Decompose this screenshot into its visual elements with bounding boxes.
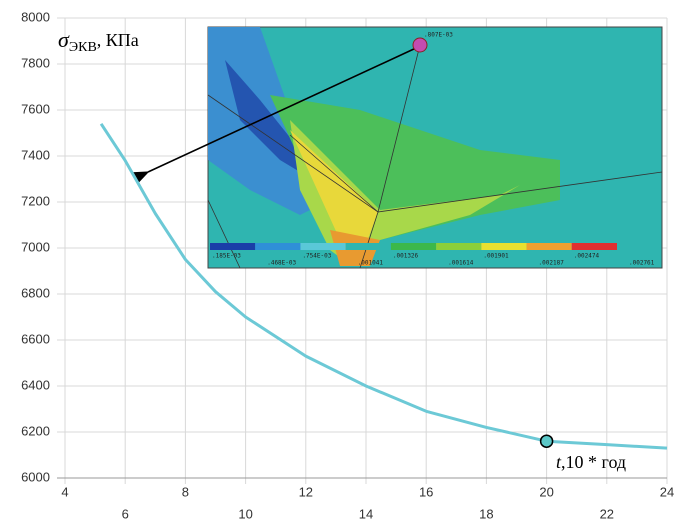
y-tick-label: 6800 (21, 285, 50, 300)
y-tick-label: 6600 (21, 331, 50, 346)
colorbar-label: .001901 (483, 253, 509, 260)
y-tick-label: 7600 (21, 101, 50, 116)
x-tick-label: 12 (299, 484, 313, 499)
y-tick-label: 8000 (21, 9, 50, 24)
y-tick-label: 6000 (21, 469, 50, 484)
y-axis-label: σЭКВ, КПа (58, 27, 139, 55)
x-tick-label: 20 (539, 484, 553, 499)
y-tick-label: 6400 (21, 377, 50, 392)
highlight-point (539, 434, 554, 448)
colorbar-label: .754E-03 (302, 253, 331, 260)
x-tick-label: 6 (122, 506, 129, 521)
colorbar-label: .001041 (358, 260, 384, 267)
x-tick-label: 14 (359, 506, 373, 521)
colorbar-label: .185E-03 (212, 253, 241, 260)
colorbar-label: .468E-03 (267, 260, 296, 267)
colorbar-label: .001326 (393, 253, 419, 260)
y-tick-label: 6200 (21, 423, 50, 438)
y-tick-label: 7800 (21, 55, 50, 70)
x-tick-label: 10 (238, 506, 252, 521)
x-tick-label: 22 (600, 506, 614, 521)
x-tick-label: 8 (182, 484, 189, 499)
inset-label: .807E-03 (424, 32, 453, 39)
inset-marker (412, 37, 428, 53)
x-tick-label: 4 (61, 484, 68, 499)
x-tick-label: 24 (660, 484, 674, 499)
y-tick-label: 7400 (21, 147, 50, 162)
colorbar-label: .002761 (629, 260, 655, 267)
x-axis-label: t,10 * год (556, 452, 626, 472)
colorbar-label: .002474 (574, 253, 600, 260)
y-tick-label: 7000 (21, 239, 50, 254)
x-tick-label: 18 (479, 506, 493, 521)
inset-image: .185E-03 .754E-03 .001326 .001901 .002474 .46… (207, 26, 663, 269)
y-tick-label: 7200 (21, 193, 50, 208)
colorbar-label: .002187 (539, 260, 565, 267)
x-tick-label: 16 (419, 484, 433, 499)
colorbar-label: .001614 (448, 260, 474, 267)
